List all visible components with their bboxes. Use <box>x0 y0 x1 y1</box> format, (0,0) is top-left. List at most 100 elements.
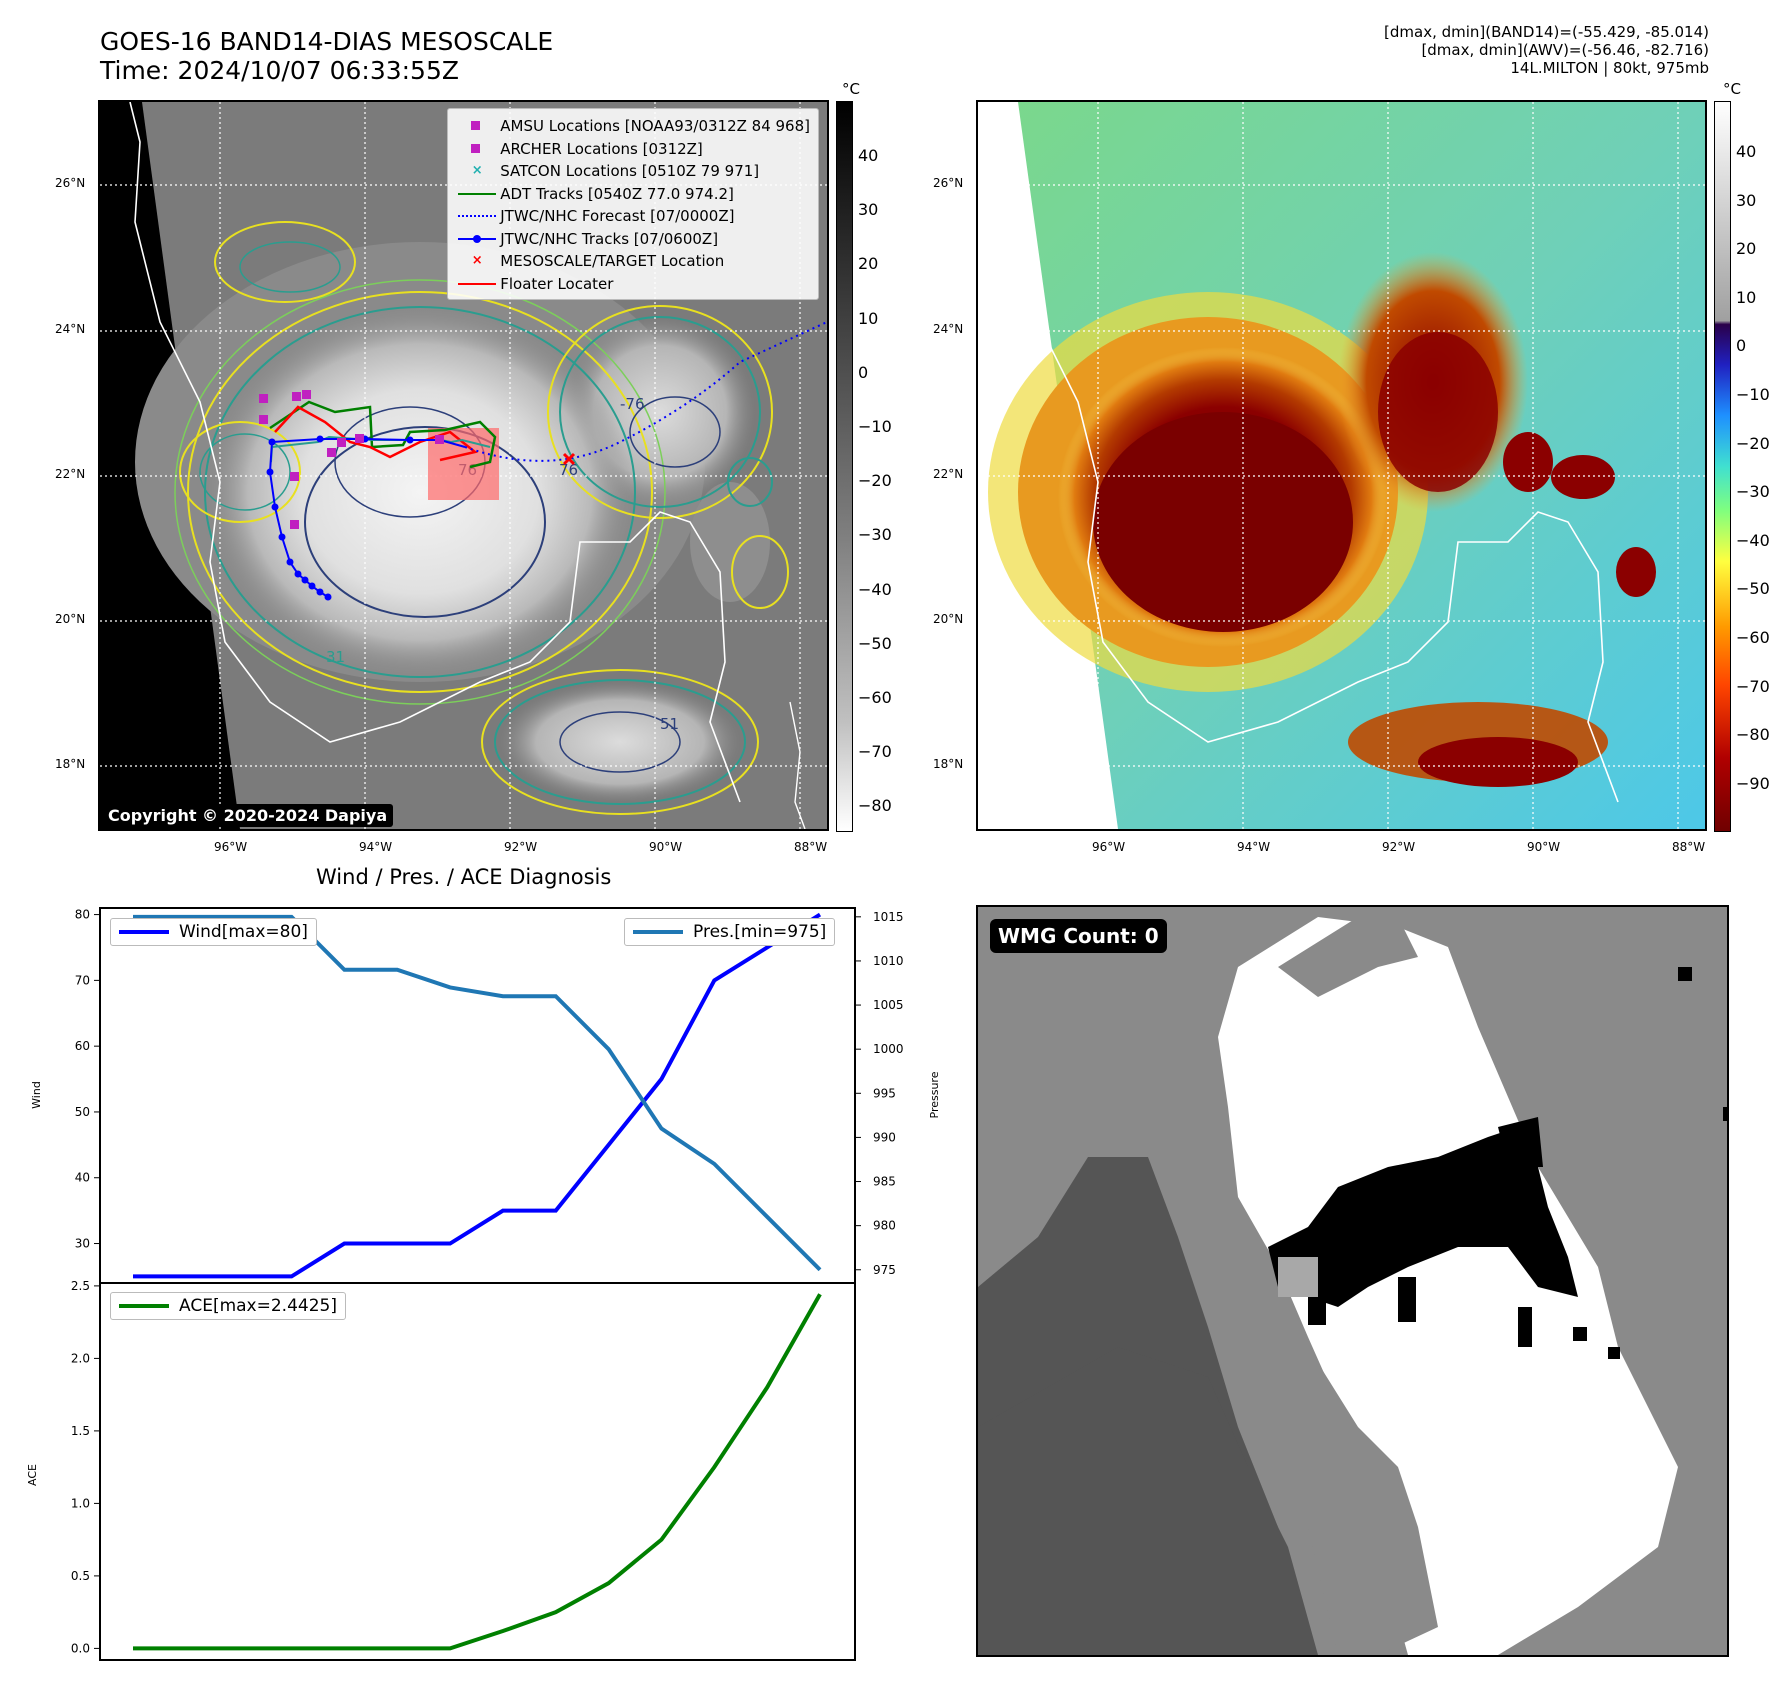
colorbar-tick-label: −30 <box>858 525 892 545</box>
lon-label: 94°W <box>359 840 393 854</box>
ir-map-panel[interactable]: 76 -76 76 51 31 <box>98 100 829 831</box>
lat-label: 18°N <box>55 757 86 771</box>
jtwc-track <box>268 441 329 598</box>
pressure-tick-label: 1010 <box>873 954 904 968</box>
square-marker-icon <box>454 139 500 159</box>
wind-tick-label: 30 <box>75 1237 90 1251</box>
lat-label: 20°N <box>55 612 86 626</box>
ace-tick-label: 0.5 <box>71 1569 90 1583</box>
pressure-tick-label: 1005 <box>873 998 904 1012</box>
colorbar-gray <box>836 101 853 832</box>
square-marker-icon <box>454 116 500 136</box>
colorbar-tick-label: 30 <box>858 200 879 220</box>
x-marker-icon: × <box>471 253 483 269</box>
pressure-tick-label: 995 <box>873 1086 896 1100</box>
colorbar-tick-label: −60 <box>1736 628 1770 647</box>
ace-line-icon <box>119 1304 169 1308</box>
color-ir-map-panel[interactable] <box>976 100 1707 831</box>
ace-tick-label: 2.5 <box>71 1279 90 1293</box>
colorbar-tick-label: −30 <box>1736 482 1770 502</box>
pressure-tick-label: 980 <box>873 1219 896 1233</box>
pressure-axis-label: Pressure <box>928 1071 941 1118</box>
contour-label: 76 <box>559 461 578 479</box>
ace-plot-area <box>99 1282 856 1661</box>
figure-title: GOES-16 BAND14-DIAS MESOSCALE Time: 2024… <box>100 27 553 85</box>
pressure-line <box>133 914 822 1272</box>
wind-tick-label: 60 <box>75 1039 90 1053</box>
contour-label: -76 <box>620 395 645 413</box>
ace-tick-label: 0.0 <box>71 1641 90 1655</box>
ace-tick-label: 1.0 <box>71 1496 90 1510</box>
stats-line-3: 14L.MILTON | 80kt, 975mb <box>1510 59 1709 77</box>
legend-forecast: JTWC/NHC Forecast [07/0000Z] <box>454 205 810 228</box>
stats-line-1: [dmax, dmin](BAND14)=(-55.429, -85.014) <box>1384 23 1709 41</box>
colorbar-tick-label: 10 <box>858 308 879 328</box>
colorbar-tick-label: −80 <box>1736 725 1770 745</box>
wind-legend: Wind[max=80] <box>110 918 317 946</box>
jtwc-forecast <box>464 321 827 462</box>
legend-archer: ARCHER Locations [0312Z] <box>454 138 810 161</box>
ace-tick-label: 2.0 <box>71 1351 90 1365</box>
contour-label: 51 <box>660 715 679 733</box>
legend-mesoscale: × MESOSCALE/TARGET Location <box>454 250 810 273</box>
wmg-grid <box>978 917 1727 1655</box>
wind-tick-label: 50 <box>75 1105 90 1119</box>
colorbar-tick-label: −10 <box>858 417 892 436</box>
colorbar-tick-label: −80 <box>858 796 892 816</box>
wmg-panel[interactable]: WMG Count: 0 <box>976 905 1729 1657</box>
lon-label: 90°W <box>649 840 683 854</box>
lat-label: 22°N <box>55 467 86 481</box>
wind-tick-label: 70 <box>75 973 90 987</box>
colorbar-tick-label: 10 <box>1736 287 1757 307</box>
colorbar-tick-label: −10 <box>1736 385 1770 404</box>
legend-satcon: × SATCON Locations [0510Z 79 971] <box>454 160 810 183</box>
colorbar-tick-label: −20 <box>858 471 892 491</box>
jtwc-track-2 <box>271 438 466 448</box>
lon-label: 92°W <box>504 840 538 854</box>
dotted-line-icon <box>454 206 500 226</box>
ace-axis-label: ACE <box>26 1464 39 1486</box>
ace-line <box>133 1293 822 1651</box>
pressure-tick-label: 1000 <box>873 1042 904 1056</box>
colorbar-tick-label: −40 <box>1736 530 1770 550</box>
lat-label: 26°N <box>55 176 86 190</box>
colorbar-color-unit: °C <box>1723 80 1741 98</box>
colorbar-tick-label: 30 <box>1736 190 1757 210</box>
colorbar-tick-label: −70 <box>1736 676 1770 696</box>
lat-label: 22°N <box>933 467 964 481</box>
diagnosis-chart: 30 40 50 60 70 80 975 980 985 990 995 1000 1005 1010 1… <box>26 907 941 1661</box>
lat-label: 24°N <box>933 322 964 336</box>
colorbar-tick-label: 20 <box>858 254 879 274</box>
map-legend: AMSU Locations [NOAA93/0312Z 84 968] ARC… <box>447 108 819 300</box>
ace-legend: ACE[max=2.4425] <box>110 1292 346 1320</box>
legend-floater: Floater Locater <box>454 273 810 296</box>
colorbar-tick-label: −50 <box>1736 579 1770 599</box>
mesoscale-target-marker <box>562 452 576 466</box>
stats-line-2: [dmax, dmin](AWV)=(-56.46, -82.716) <box>1421 41 1709 59</box>
colorbar-tick-label: 40 <box>1736 142 1757 161</box>
colorbar-tick-label: 40 <box>858 146 879 165</box>
lat-label: 26°N <box>933 176 964 190</box>
colorbar-gray-unit: °C <box>842 80 860 98</box>
contour-label: 31 <box>326 648 345 666</box>
wind-line <box>133 912 822 1279</box>
colorbar-tick-label: −90 <box>1736 773 1770 793</box>
pressure-tick-label: 1015 <box>873 910 904 924</box>
legend-jtwc-tracks: JTWC/NHC Tracks [07/0600Z] <box>454 228 810 251</box>
wmg-count-badge: WMG Count: 0 <box>990 919 1167 953</box>
colorbar-tick-label: 0 <box>858 362 869 382</box>
pressure-legend: Pres.[min=975] <box>624 918 836 946</box>
color-ir-map <box>978 102 1705 829</box>
amsu-archer-points <box>259 390 444 529</box>
ace-tick-label: 1.5 <box>71 1424 90 1438</box>
lon-label: 88°W <box>794 840 828 854</box>
wind-tick-label: 80 <box>75 908 90 922</box>
title-line-1: GOES-16 BAND14-DIAS MESOSCALE <box>100 27 554 56</box>
pressure-tick-label: 975 <box>873 1263 896 1277</box>
colorbar-tick-label: 20 <box>1736 239 1757 259</box>
lat-label: 24°N <box>55 322 86 336</box>
line-dot-icon <box>454 229 500 249</box>
colorbar-tick-label: −60 <box>858 688 892 707</box>
title-line-2: Time: 2024/10/07 06:33:55Z <box>100 56 459 85</box>
legend-amsu: AMSU Locations [NOAA93/0312Z 84 968] <box>454 115 810 138</box>
